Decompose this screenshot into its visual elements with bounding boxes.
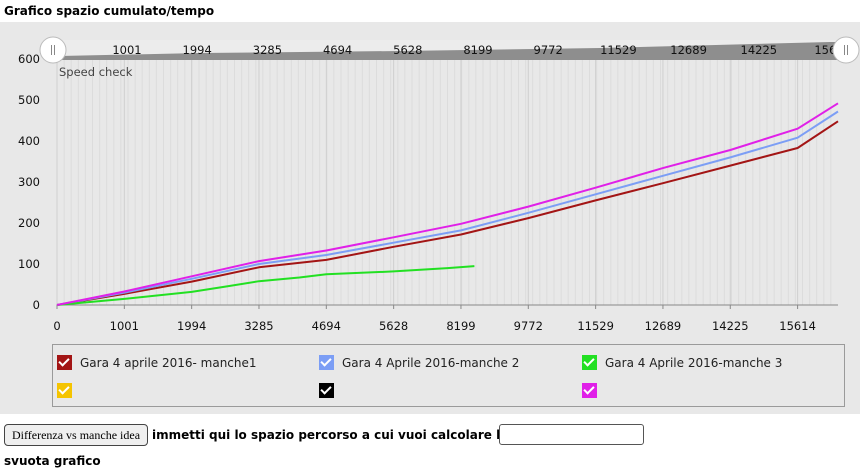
x-tick-label: 11529 (577, 319, 614, 333)
navigator-tick-label: 4694 (323, 43, 352, 57)
checkbox-checked-icon[interactable] (57, 383, 72, 398)
legend-item-manche1[interactable]: Gara 4 aprile 2016- manche1 (57, 355, 257, 370)
y-tick-label: 300 (18, 175, 40, 189)
navigator-tick-label: 14225 (741, 43, 778, 57)
clear-chart-link[interactable]: svuota grafico (4, 454, 101, 468)
navigator-tick-label: 11529 (600, 43, 637, 57)
distance-input[interactable] (499, 424, 644, 445)
x-tick-label: 1001 (110, 319, 139, 333)
x-tick-label: 1994 (177, 319, 206, 333)
series-line-1 (56, 110, 839, 306)
x-tick-label: 12689 (645, 319, 682, 333)
navigator-right-handle (832, 36, 860, 64)
x-tick-label: 3285 (244, 319, 273, 333)
checkbox-checked-icon[interactable] (57, 355, 72, 370)
y-tick-label: 500 (18, 93, 40, 107)
y-tick-label: 200 (18, 216, 40, 230)
navigator-tick-label: 1001 (112, 43, 141, 57)
x-tick-label: 8199 (446, 319, 475, 333)
navigator-tick-label: 5628 (393, 43, 422, 57)
line-chart[interactable]: 1001 1994 3285 4694 5628 8199 9772 11529 12689 14… (0, 22, 860, 414)
legend-item-yellow[interactable] (57, 383, 80, 398)
legend-label: Gara 4 Aprile 2016-manche 2 (342, 355, 520, 370)
legend-item-magenta[interactable] (582, 383, 605, 398)
navigator-left-handle (39, 36, 67, 64)
y-tick-label: 400 (18, 134, 40, 148)
difference-hint: immetti qui lo spazio percorso a cui vuo… (152, 428, 581, 442)
legend-label: Gara 4 Aprile 2016-manche 3 (605, 355, 783, 370)
annotation-label: Speed check (59, 65, 133, 79)
page-title: Grafico spazio cumulato/tempo (4, 4, 215, 18)
x-tick-label: 5628 (379, 319, 408, 333)
checkbox-checked-icon[interactable] (319, 355, 334, 370)
navigator-tick-label: 9772 (534, 43, 563, 57)
navigator-tick-label: 12689 (670, 43, 707, 57)
navigator-tick-label: 1994 (183, 43, 212, 57)
x-tick-label: 9772 (514, 319, 543, 333)
navigator-tick-label: 8199 (463, 43, 492, 57)
series-line-0 (56, 120, 839, 306)
series-line-2 (56, 265, 475, 306)
x-tick-label: 15614 (779, 319, 816, 333)
legend-label: Gara 4 aprile 2016- manche1 (80, 355, 257, 370)
navigator-area (60, 42, 845, 60)
series-line-5 (56, 102, 839, 306)
legend-item-manche3[interactable]: Gara 4 Aprile 2016-manche 3 (582, 355, 782, 370)
legend-item-manche2[interactable]: Gara 4 Aprile 2016-manche 2 (319, 355, 519, 370)
y-tick-label: 0 (33, 298, 40, 312)
legend-item-black[interactable] (319, 383, 342, 398)
checkbox-checked-icon[interactable] (582, 355, 597, 370)
x-tick-label: 4694 (312, 319, 341, 333)
y-tick-label: 600 (18, 52, 40, 66)
x-tick-label: 0 (53, 319, 60, 333)
checkbox-checked-icon[interactable] (582, 383, 597, 398)
difference-button[interactable]: Differenza vs manche idea (4, 424, 148, 446)
chart-legend: Gara 4 aprile 2016- manche1 Gara 4 April… (52, 344, 845, 407)
y-tick-label: 100 (18, 257, 40, 271)
navigator-tick-label: 3285 (253, 43, 282, 57)
x-tick-label: 14225 (712, 319, 749, 333)
checkbox-checked-icon[interactable] (319, 383, 334, 398)
